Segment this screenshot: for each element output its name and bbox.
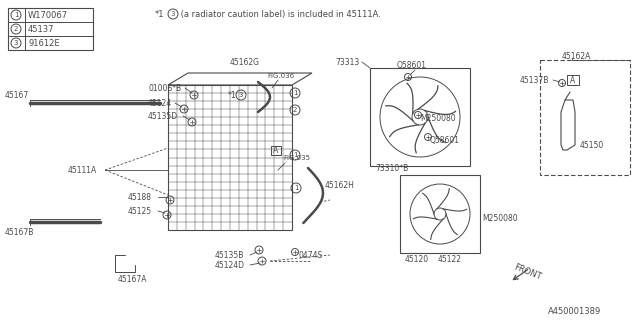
Text: 1: 1 (294, 185, 298, 191)
Text: 45111A: 45111A (68, 165, 97, 174)
Text: (a radiator caution label) is included in 45111A.: (a radiator caution label) is included i… (178, 10, 381, 19)
Text: 45167: 45167 (5, 91, 29, 100)
Text: 2: 2 (14, 26, 18, 32)
Text: 73313: 73313 (336, 58, 360, 67)
Text: M250080: M250080 (420, 114, 456, 123)
Text: Q58601: Q58601 (430, 135, 460, 145)
Text: 3: 3 (239, 92, 243, 98)
Text: *1: *1 (228, 91, 237, 100)
Bar (567, 75, 579, 85)
Text: 45120: 45120 (405, 255, 429, 265)
Text: 45167A: 45167A (118, 276, 147, 284)
Text: 45167B: 45167B (5, 228, 35, 236)
Text: 1: 1 (13, 12, 19, 18)
Text: M250080: M250080 (482, 213, 518, 222)
Text: 73310*B: 73310*B (375, 164, 408, 172)
Text: 45124: 45124 (148, 99, 172, 108)
Bar (400, 175, 480, 253)
Text: Q58601: Q58601 (397, 60, 427, 69)
Text: 2: 2 (293, 107, 297, 113)
Text: 45188: 45188 (128, 193, 152, 202)
Text: 3: 3 (171, 11, 175, 17)
Text: 45122: 45122 (438, 255, 462, 265)
Text: A: A (273, 146, 278, 155)
Bar (168, 85, 292, 230)
Text: 45162A: 45162A (562, 52, 591, 60)
Text: A: A (570, 76, 575, 84)
Text: 45125: 45125 (128, 206, 152, 215)
Text: 45137: 45137 (28, 25, 54, 34)
Bar (370, 68, 470, 166)
Text: 45124D: 45124D (215, 260, 245, 269)
Text: 45137B: 45137B (520, 76, 549, 84)
Text: W170067: W170067 (28, 11, 68, 20)
Text: 0100S*B: 0100S*B (148, 84, 181, 92)
Text: *1: *1 (155, 10, 164, 19)
Text: 45162G: 45162G (230, 58, 260, 67)
Text: 1: 1 (292, 90, 297, 96)
Bar (271, 146, 281, 155)
Bar (8, 8, 93, 50)
Bar (540, 60, 630, 175)
Text: 45135D: 45135D (148, 111, 178, 121)
Text: 91612E: 91612E (28, 38, 60, 47)
Text: 0474S: 0474S (298, 251, 323, 260)
Text: FIG.035: FIG.035 (283, 155, 310, 161)
Text: 3: 3 (13, 40, 19, 46)
Text: FIG.036: FIG.036 (267, 73, 294, 79)
Text: 1: 1 (292, 152, 297, 158)
Text: 45162H: 45162H (325, 180, 355, 189)
Text: A450001389: A450001389 (548, 308, 601, 316)
Text: FRONT: FRONT (512, 262, 542, 282)
Text: 45150: 45150 (580, 140, 604, 149)
Text: 45135B: 45135B (215, 251, 244, 260)
